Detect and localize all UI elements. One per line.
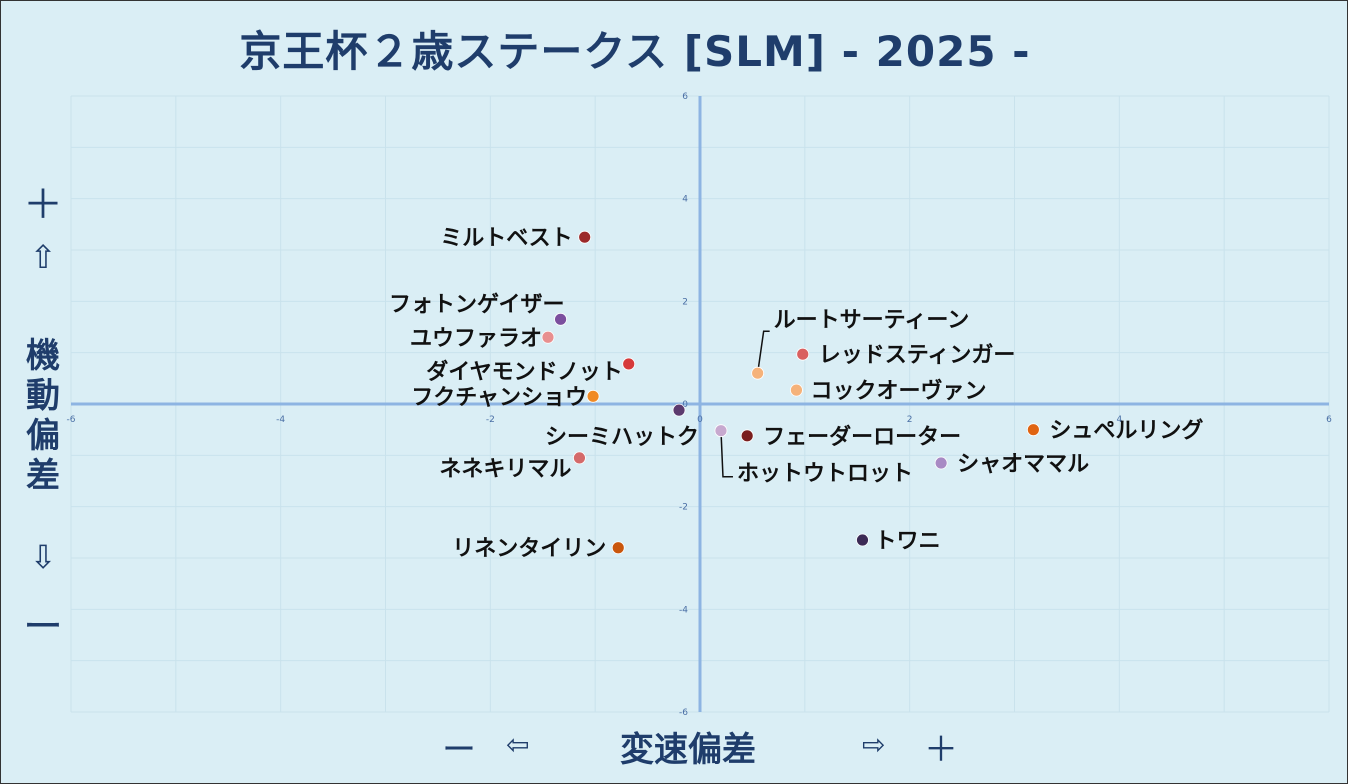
left-arrow-icon: ⇦ [506, 728, 530, 761]
x-minus-sign: ー [442, 730, 476, 770]
data-point [751, 366, 765, 380]
data-point [856, 533, 869, 547]
label-leader-line [720, 430, 733, 478]
x-tick-label: -4 [276, 415, 285, 425]
data-point-label: ネネキリマル [439, 457, 571, 482]
data-point [672, 403, 686, 417]
y-tick-label: -6 [679, 708, 688, 718]
data-point-label: レッドスティンガー [819, 343, 1016, 368]
data-point-label: シャオママル [957, 452, 1089, 477]
x-tick-label: 2 [907, 415, 913, 425]
data-point [586, 389, 600, 403]
y-label-char-1: 機 [26, 336, 60, 376]
x-tick-label: 0 [697, 415, 703, 425]
data-point [714, 424, 728, 438]
data-point-label: コックオーヴァン [810, 378, 986, 404]
x-tick-label: 4 [1116, 415, 1122, 425]
data-point-label: フォトンゲイザー [389, 292, 565, 317]
data-point-label: リネンタイリン [452, 537, 606, 562]
x-plus-sign: ＋ [924, 730, 958, 770]
data-point [573, 451, 586, 465]
y-tick-label: 4 [682, 195, 688, 205]
data-point [790, 383, 803, 397]
y-minus-sign: ー [23, 604, 63, 650]
x-tick-label: -6 [67, 415, 76, 425]
down-arrow-icon: ⇩ [29, 538, 57, 576]
y-tick-label: -4 [679, 605, 688, 615]
y-label-char-2: 動 [26, 376, 60, 416]
y-tick-label: 2 [682, 297, 688, 307]
data-point-label: シーミハットク [545, 425, 699, 450]
data-point-label: フクチャンショウ [411, 385, 587, 410]
x-axis-label: 変速偏差 [620, 730, 756, 770]
data-point [578, 230, 592, 244]
x-tick-label: -2 [486, 415, 495, 425]
data-point-label: ルートサーティーン [774, 308, 970, 333]
data-point-label: ユウファラオ [410, 326, 542, 351]
right-arrow-icon: ⇨ [862, 728, 886, 761]
data-point [541, 330, 555, 344]
data-point [934, 456, 948, 470]
data-point-label: トワニ [874, 529, 940, 554]
y-tick-label: 0 [682, 400, 688, 410]
data-point [796, 347, 810, 361]
data-point-label: シュペルリング [1049, 418, 1203, 444]
data-point [611, 541, 625, 555]
data-point-label: ホットウトロット [737, 462, 913, 487]
y-label-char-3: 偏 [26, 416, 60, 456]
up-arrow-icon: ⇧ [29, 238, 57, 276]
data-point-label: ミルトベスト [440, 226, 572, 251]
chart-title: 京王杯２歳ステークス [SLM] - 2025 - [239, 27, 1031, 76]
data-point [1026, 423, 1040, 437]
data-point-label: フェーダーローター [763, 424, 961, 450]
data-point [740, 429, 754, 443]
data-point [622, 357, 636, 371]
data-point [554, 312, 567, 326]
label-leader-line [756, 330, 770, 374]
y-label-char-4: 差 [26, 456, 60, 496]
data-point-label: ダイヤモンドノット [426, 359, 622, 385]
y-tick-label: -2 [679, 503, 688, 513]
y-plus-sign: ＋ [23, 182, 63, 228]
x-tick-label: 6 [1326, 415, 1332, 425]
y-tick-label: 6 [682, 92, 688, 102]
